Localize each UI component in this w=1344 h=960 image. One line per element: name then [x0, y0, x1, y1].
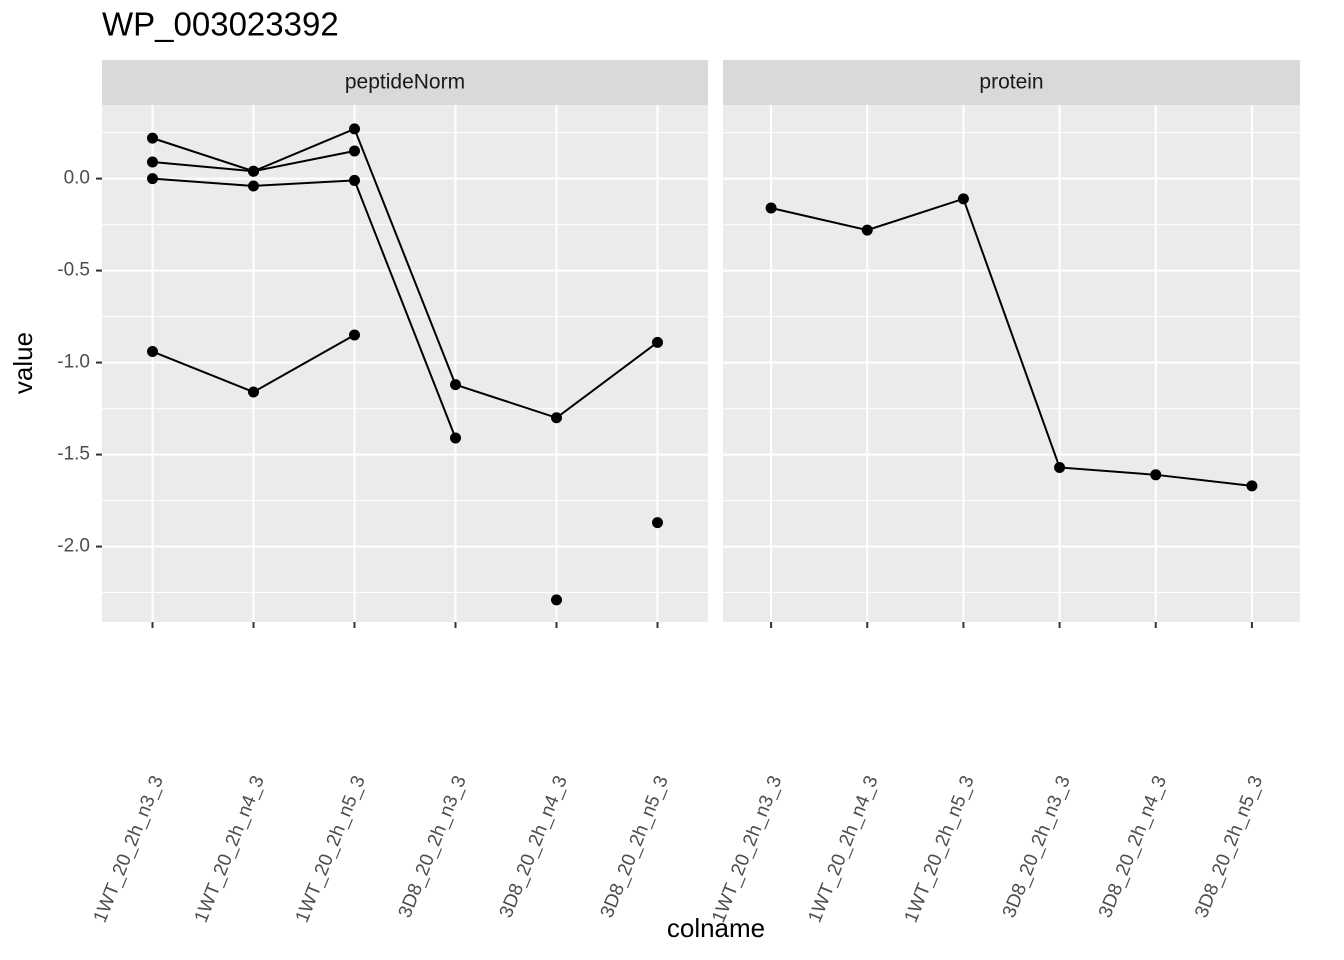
x-tick-label: 3D8_20_2h_n3_3 — [999, 773, 1075, 921]
strip-label: peptideNorm — [345, 71, 465, 94]
x-tick-label: 3D8_20_2h_n3_3 — [395, 773, 471, 921]
strip — [102, 60, 708, 105]
point — [147, 156, 158, 168]
point — [957, 193, 969, 205]
point — [450, 432, 461, 444]
x-tick-label: 3D8_20_2h_n4_3 — [496, 773, 572, 921]
point — [349, 123, 360, 135]
point — [551, 412, 562, 424]
point — [551, 594, 562, 606]
x-axis-label: colname — [667, 913, 765, 943]
point — [861, 224, 873, 236]
y-tick-label: -2.0 — [57, 536, 90, 557]
point — [1246, 480, 1258, 492]
y-tick-label: -1.0 — [57, 352, 90, 373]
series-line — [770, 197, 1253, 487]
x-tick-label: 1WT_20_2h_n4_3 — [191, 773, 269, 926]
x-tick-label: 1WT_20_2h_n4_3 — [804, 773, 882, 926]
x-tick-label: 1WT_20_2h_n5_3 — [292, 773, 370, 926]
point — [349, 145, 360, 157]
y-tick-label: 0.0 — [64, 168, 90, 189]
strip-label: protein — [979, 71, 1043, 94]
point — [349, 329, 360, 341]
point — [349, 174, 360, 186]
y-tick-label: -1.5 — [57, 444, 90, 465]
point — [147, 132, 158, 144]
point — [765, 202, 777, 214]
point — [248, 386, 259, 398]
y-tick-label: -0.5 — [57, 260, 90, 281]
point — [450, 379, 461, 391]
y-axis-label: value — [8, 332, 38, 394]
point — [147, 346, 158, 358]
x-tick-label: 3D8_20_2h_n4_3 — [1095, 773, 1171, 921]
x-tick-label: 3D8_20_2h_n5_3 — [1191, 773, 1267, 921]
x-tick-label: 1WT_20_2h_n3_3 — [708, 773, 786, 926]
x-tick-label: 1WT_20_2h_n5_3 — [901, 773, 979, 926]
point — [652, 336, 663, 348]
point — [147, 173, 158, 185]
point — [1054, 461, 1066, 473]
x-tick-label: 1WT_20_2h_n3_3 — [90, 773, 168, 926]
x-tick-label: 3D8_20_2h_n5_3 — [597, 773, 673, 921]
series-line — [152, 127, 659, 419]
chart-title: WP_003023392 — [102, 6, 339, 43]
point — [248, 180, 259, 192]
point — [1150, 469, 1162, 481]
point — [248, 165, 259, 177]
strip — [723, 60, 1300, 105]
point — [652, 517, 663, 529]
